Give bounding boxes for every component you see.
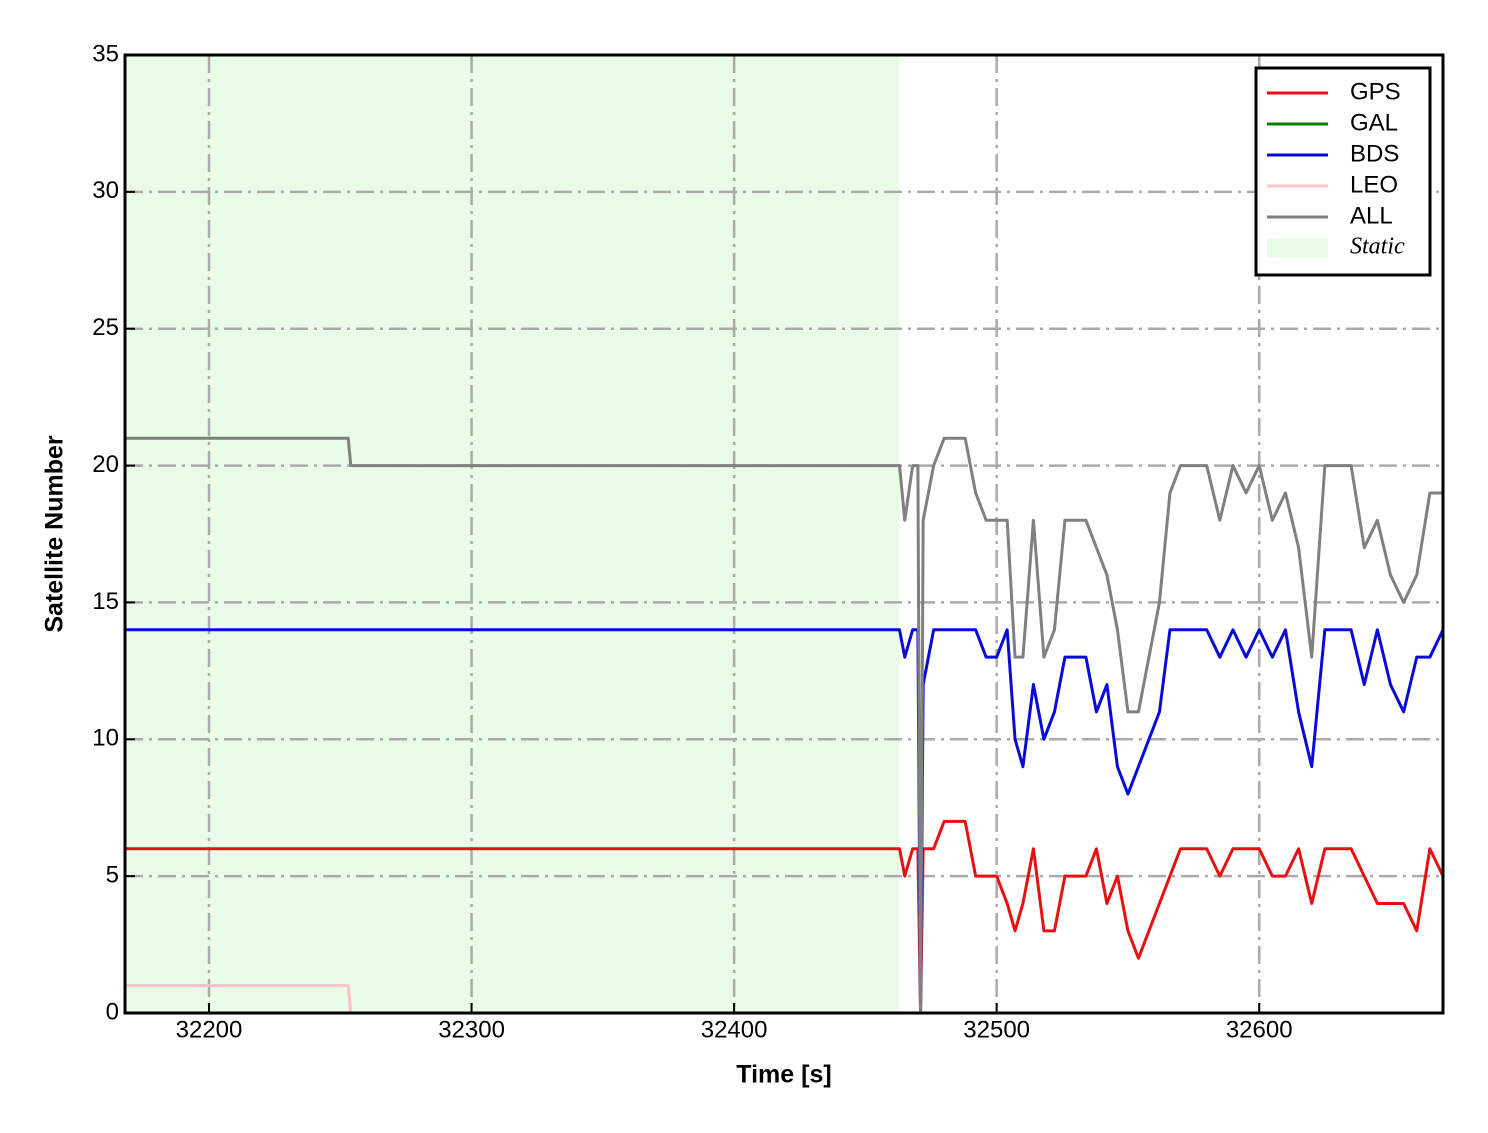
static-region: [125, 55, 900, 1013]
legend-label: GPS: [1350, 78, 1401, 105]
y-tick-label: 25: [92, 314, 119, 341]
y-tick-label: 30: [92, 177, 119, 204]
x-tick-label: 32600: [1226, 1016, 1293, 1043]
y-tick-label: 10: [92, 725, 119, 752]
legend-label: Static: [1350, 234, 1405, 260]
series-line: [125, 984, 353, 1014]
legend-label: BDS: [1350, 140, 1399, 167]
y-tick-label: 20: [92, 451, 119, 478]
x-tick-label: 32300: [438, 1016, 505, 1043]
series-line: [125, 628, 1445, 1015]
legend-label: GAL: [1350, 109, 1398, 136]
series-line: [125, 819, 1445, 1015]
y-tick-label: 35: [92, 40, 119, 67]
legend-label: ALL: [1350, 202, 1393, 229]
legend-swatch: [1267, 239, 1328, 257]
x-axis-title: Time [s]: [736, 1061, 831, 1089]
x-tick-label: 32400: [701, 1016, 768, 1043]
series-line: [125, 436, 1443, 1015]
legend: GPS GAL BDS LEO ALL Static: [1254, 66, 1432, 277]
y-tick-label: 0: [106, 998, 119, 1025]
plot-frame: [123, 53, 1445, 1015]
y-tick-label: 15: [92, 588, 119, 615]
y-tick-label: 5: [106, 861, 119, 888]
x-tick-label: 32500: [963, 1016, 1030, 1043]
y-axis-title: Satellite Number: [41, 435, 69, 633]
legend-label: LEO: [1350, 171, 1398, 198]
x-tick-label: 32200: [176, 1016, 243, 1043]
